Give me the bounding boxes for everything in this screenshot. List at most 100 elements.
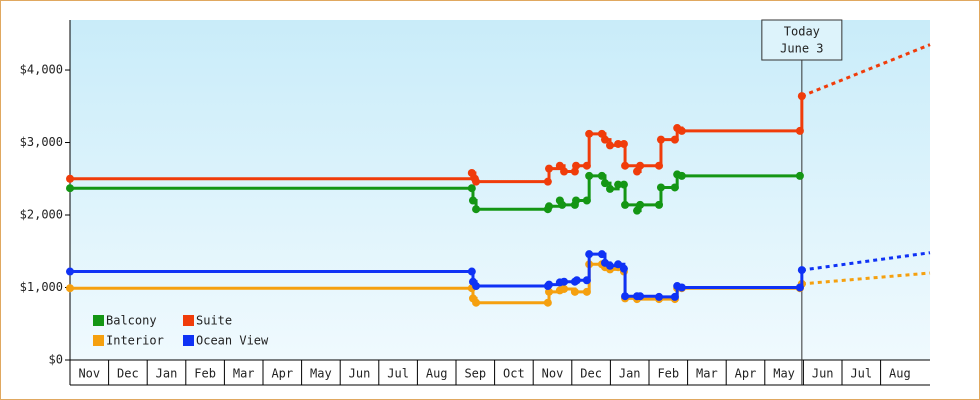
- y-tick-label: $4,000: [20, 63, 63, 77]
- point: [655, 200, 664, 209]
- point: [606, 141, 615, 150]
- y-tick-label: $0: [49, 353, 63, 367]
- point: [545, 164, 554, 173]
- point: [585, 250, 594, 259]
- x-tick-label: Jun: [349, 367, 371, 381]
- point: [619, 180, 628, 189]
- x-tick-label: Aug: [889, 367, 911, 381]
- point: [621, 200, 630, 209]
- point: [558, 200, 567, 209]
- point: [545, 202, 554, 211]
- point: [614, 139, 623, 148]
- point: [600, 135, 609, 144]
- point: [655, 292, 664, 301]
- point: [795, 283, 804, 292]
- projection-line: [801, 43, 931, 98]
- point: [66, 174, 74, 183]
- today-box: [761, 19, 843, 61]
- point: [797, 92, 806, 101]
- x-tick-label: Feb: [194, 367, 216, 381]
- point: [670, 135, 679, 144]
- point: [614, 180, 623, 189]
- point: [600, 179, 609, 188]
- point: [543, 298, 552, 307]
- x-tick-label: Jan: [619, 367, 641, 381]
- point: [677, 126, 686, 135]
- x-tick-label: Mar: [233, 367, 255, 381]
- x-tick-label: Apr: [271, 367, 293, 381]
- y-tick-label: $2,000: [20, 208, 63, 222]
- legend-label: Suite: [196, 314, 232, 328]
- point: [797, 266, 806, 275]
- point: [619, 264, 628, 273]
- x-tick-label: May: [773, 367, 795, 381]
- point: [621, 161, 630, 170]
- point: [619, 139, 628, 148]
- point: [582, 287, 591, 296]
- point: [472, 298, 481, 307]
- point: [606, 261, 615, 270]
- point: [555, 161, 564, 170]
- legend-swatch: [183, 315, 194, 326]
- point: [66, 184, 74, 193]
- point: [582, 276, 591, 285]
- point: [655, 161, 664, 170]
- legend-label: Balcony: [106, 314, 157, 328]
- point: [572, 276, 581, 285]
- x-tick-label: Dec: [580, 367, 602, 381]
- x-tick-label: Apr: [735, 367, 757, 381]
- point: [656, 183, 665, 192]
- point: [795, 171, 804, 180]
- point: [472, 205, 481, 214]
- x-tick-label: Nov: [78, 367, 100, 381]
- x-tick-label: Jul: [850, 367, 872, 381]
- point: [670, 183, 679, 192]
- x-tick-label: Nov: [542, 367, 564, 381]
- point: [597, 250, 606, 259]
- point: [585, 129, 594, 138]
- x-tick-label: Oct: [503, 367, 525, 381]
- x-tick-label: Aug: [426, 367, 448, 381]
- x-tick-label: Jan: [156, 367, 178, 381]
- point: [572, 161, 581, 170]
- legend-swatch: [93, 315, 104, 326]
- point: [570, 287, 579, 296]
- point: [468, 196, 477, 205]
- point: [560, 167, 569, 176]
- legend-label: Ocean View: [196, 334, 269, 348]
- point: [677, 171, 686, 180]
- point: [597, 171, 606, 180]
- legend-swatch: [93, 335, 104, 346]
- point: [560, 277, 569, 286]
- projection-line: [801, 271, 931, 286]
- point: [472, 177, 481, 186]
- point: [656, 135, 665, 144]
- point: [472, 282, 481, 291]
- point: [545, 280, 554, 289]
- x-tick-label: Feb: [657, 367, 679, 381]
- point: [606, 184, 615, 193]
- x-tick-label: Mar: [696, 367, 718, 381]
- x-tick-label: Jun: [812, 367, 834, 381]
- x-tick-label: Sep: [464, 367, 486, 381]
- point: [66, 267, 74, 276]
- point: [66, 284, 74, 293]
- point: [795, 126, 804, 135]
- point: [636, 161, 645, 170]
- y-tick-label: $3,000: [20, 135, 63, 149]
- legend-label: Interior: [106, 334, 164, 348]
- today-label: Today: [784, 25, 820, 39]
- point: [560, 284, 569, 293]
- y-tick-label: $1,000: [20, 280, 63, 294]
- point: [582, 161, 591, 170]
- point: [572, 196, 581, 205]
- point: [636, 292, 645, 301]
- x-tick-label: May: [310, 367, 332, 381]
- legend-swatch: [183, 335, 194, 346]
- point: [670, 292, 679, 301]
- today-label: June 3: [780, 42, 823, 56]
- point: [621, 292, 630, 301]
- point: [467, 267, 476, 276]
- x-tick-label: Dec: [117, 367, 139, 381]
